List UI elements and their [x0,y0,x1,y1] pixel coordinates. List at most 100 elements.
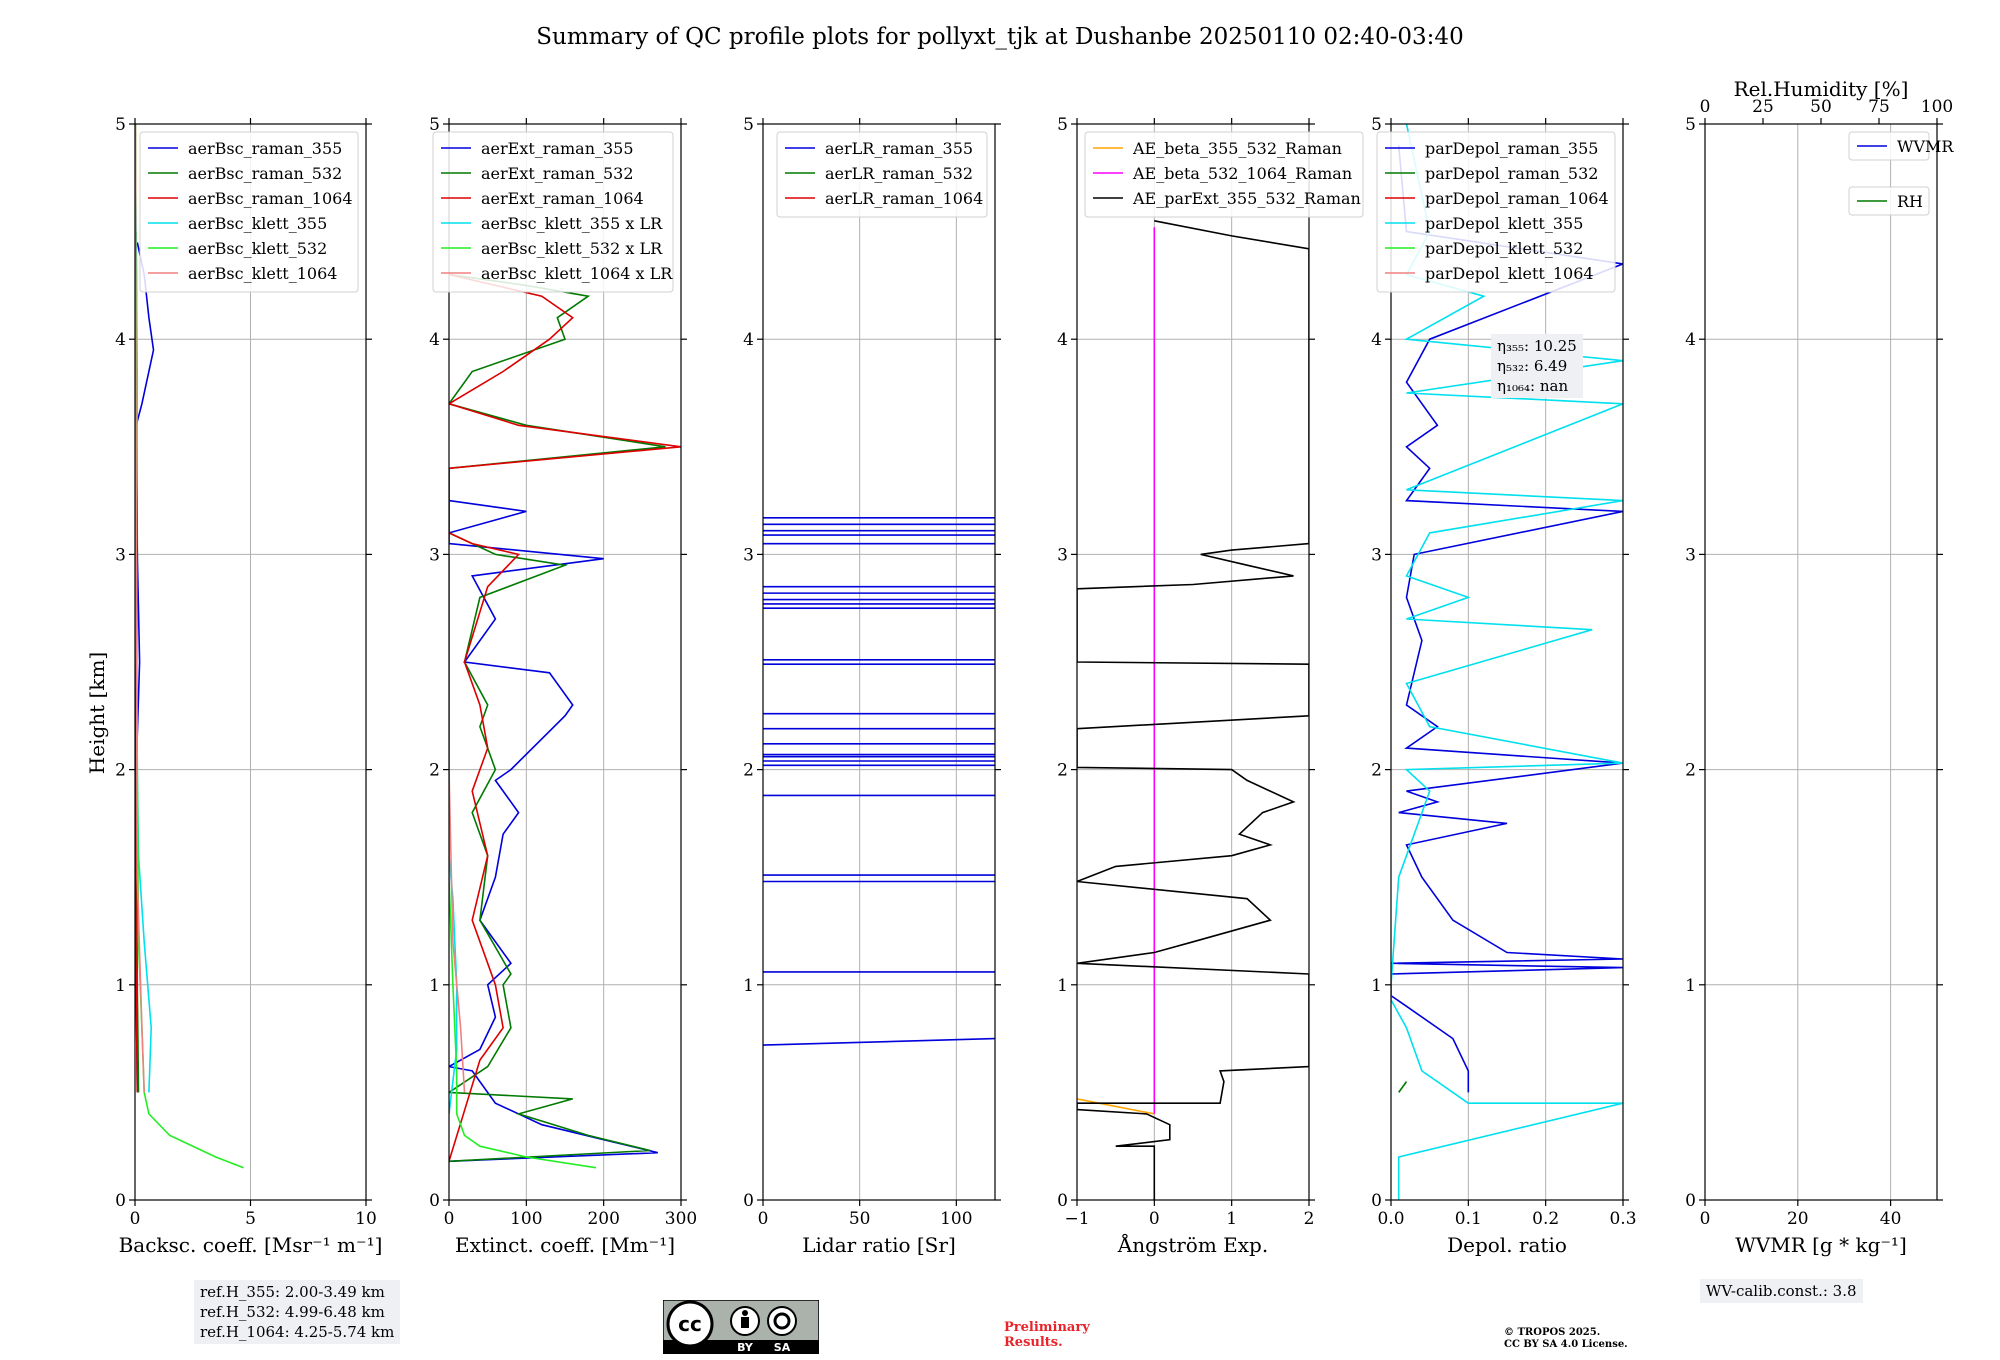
x-tick-label: 2 [1304,1209,1315,1229]
legend-label: aerBsc_klett_1064 [188,264,337,283]
y-tick-label: 1 [743,976,754,996]
figure-title: Summary of QC profile plots for pollyxt_… [536,24,1463,50]
legend-label: AE_parExt_355_532_Raman [1132,189,1361,208]
legend-box [1084,131,1364,218]
legend-label: aerBsc_klett_355 [188,214,327,233]
prelim-line-1: Preliminary [1004,1320,1090,1335]
y-tick-label: 4 [1371,330,1382,350]
legend-label: parDepol_raman_1064 [1425,189,1609,208]
legend-label: WVMR [1897,137,1954,156]
y-tick-label: 4 [1057,330,1068,350]
svg-text:cc: cc [678,1312,702,1336]
x-axis-label: Backsc. coeff. [Msr⁻¹ m⁻¹] [119,1233,383,1257]
x-tick-label: 0 [130,1209,141,1229]
axes-frame [1704,123,1938,1201]
y-tick-label: 5 [1685,115,1696,135]
x-tick-label: 0.3 [1609,1209,1636,1229]
x-axis-label: Depol. ratio [1447,1233,1567,1257]
y-tick-label: 5 [429,115,440,135]
legend-label: parDepol_klett_532 [1425,239,1583,258]
x-tick-label: 20 [1787,1209,1809,1229]
legend-box [1848,131,1930,161]
y-tick-label: 5 [743,115,754,135]
x-tick-label: 300 [665,1209,697,1229]
legend-label: parDepol_raman_355 [1425,139,1598,158]
legend-box [1848,186,1930,216]
y-tick-label: 2 [429,761,440,781]
series-line-aerBsc_klett_1064 [135,124,145,1093]
series-group [763,517,995,1046]
x-tick-label: 100 [510,1209,542,1229]
y-tick-label: 0 [115,1191,126,1211]
x-tick-label: 5 [245,1209,256,1229]
top-x-tick-label: 75 [1868,97,1890,117]
legend-label: aerBsc_klett_1064 x LR [481,264,673,283]
ref-height-532: ref.H_532: 4.99-6.48 km [200,1303,385,1321]
y-tick-label: 0 [743,1191,754,1211]
top-x-tick-label: 100 [1921,97,1953,117]
y-tick-label: 1 [1057,976,1068,996]
legend-label: aerLR_raman_1064 [825,189,983,208]
panel-wv: 0 20 40 0 1 2 3 4 5 WVMR [g * kg⁻¹] 0 25 50 75 100 Rel.… [1685,77,1954,1257]
series-line-aerExt_raman_1064 [449,273,681,1162]
series-line-aerLR_raman_355 [763,1037,995,1046]
legend-box [1376,131,1616,293]
legend-label: AE_beta_532_1064_Raman [1132,164,1352,183]
cc-by-label: BY [737,1341,754,1354]
x-tick-label: 0 [758,1209,769,1229]
y-tick-label: 2 [743,761,754,781]
eta-box: η₃₅₅: 10.25 η₅₃₂: 6.49 η₁₀₆₄: nan [1491,334,1583,398]
y-tick-label: 2 [115,761,126,781]
series-line-aerBsc_klett_1064 x LR [449,769,466,1093]
series-line-aerExt_raman_355 [449,499,658,1163]
eta-355: η₃₅₅: 10.25 [1497,337,1577,355]
y-tick-label: 0 [1371,1191,1382,1211]
x-tick-label: 200 [587,1209,619,1229]
legend-label: aerBsc_raman_1064 [188,189,353,208]
y-tick-label: 4 [429,330,440,350]
y-tick-label: 4 [743,330,754,350]
x-tick-label: 0.1 [1455,1209,1482,1229]
top-x-tick-label: 0 [1700,97,1711,117]
x-axis-label: Lidar ratio [Sr] [802,1233,956,1257]
y-tick-label: 4 [115,330,126,350]
x-tick-label: 0.0 [1377,1209,1404,1229]
series-group [135,124,244,1169]
x-tick-label: 0 [1700,1209,1711,1229]
y-tick-label: 0 [429,1191,440,1211]
cc-by-sa-badge: cc BY SA [663,1300,819,1354]
y-tick-label: 3 [1057,545,1068,565]
x-tick-label: 0 [1149,1209,1160,1229]
cc-sa-label: SA [774,1341,791,1354]
legend-label: aerBsc_klett_532 x LR [481,239,663,258]
legend-label: aerExt_raman_355 [481,139,634,158]
legend-label: aerExt_raman_1064 [481,189,644,208]
x-tick-label: 0 [444,1209,455,1229]
y-axis-label: Height [km] [85,652,109,774]
x-tick-label: −1 [1064,1209,1089,1229]
series-line-aerBsc_klett_355 x LR [449,554,458,1114]
y-tick-label: 0 [1057,1191,1068,1211]
x-axis-label: Extinct. coeff. [Mm⁻¹] [455,1233,675,1257]
eta-532: η₅₃₂: 6.49 [1497,357,1568,375]
legend-label: parDepol_raman_532 [1425,164,1598,183]
y-tick-label: 0 [1685,1191,1696,1211]
y-tick-label: 2 [1057,761,1068,781]
tropos-license-note: © TROPOS 2025. CC BY SA 4.0 License. [1504,1327,1628,1351]
y-tick-label: 2 [1685,761,1696,781]
x-axis-label: Ångström Exp. [1117,1232,1268,1257]
series-line-parDepol_raman_355 [1391,145,1623,1093]
y-tick-label: 3 [1685,545,1696,565]
y-tick-label: 3 [115,545,126,565]
legend-label: aerExt_raman_532 [481,164,634,183]
y-tick-label: 1 [1685,976,1696,996]
axes-frame [1076,123,1310,1201]
cc-icon [666,1300,714,1348]
y-tick-label: 5 [115,115,126,135]
legend-label: aerLR_raman_532 [825,164,973,183]
x-tick-label: 0.2 [1532,1209,1559,1229]
series-group [1077,220,1309,1200]
series-line-AE_parExt_355_532_Raman [1077,220,1309,1200]
series-line-AE_beta_355_532_Raman [1077,1098,1155,1115]
